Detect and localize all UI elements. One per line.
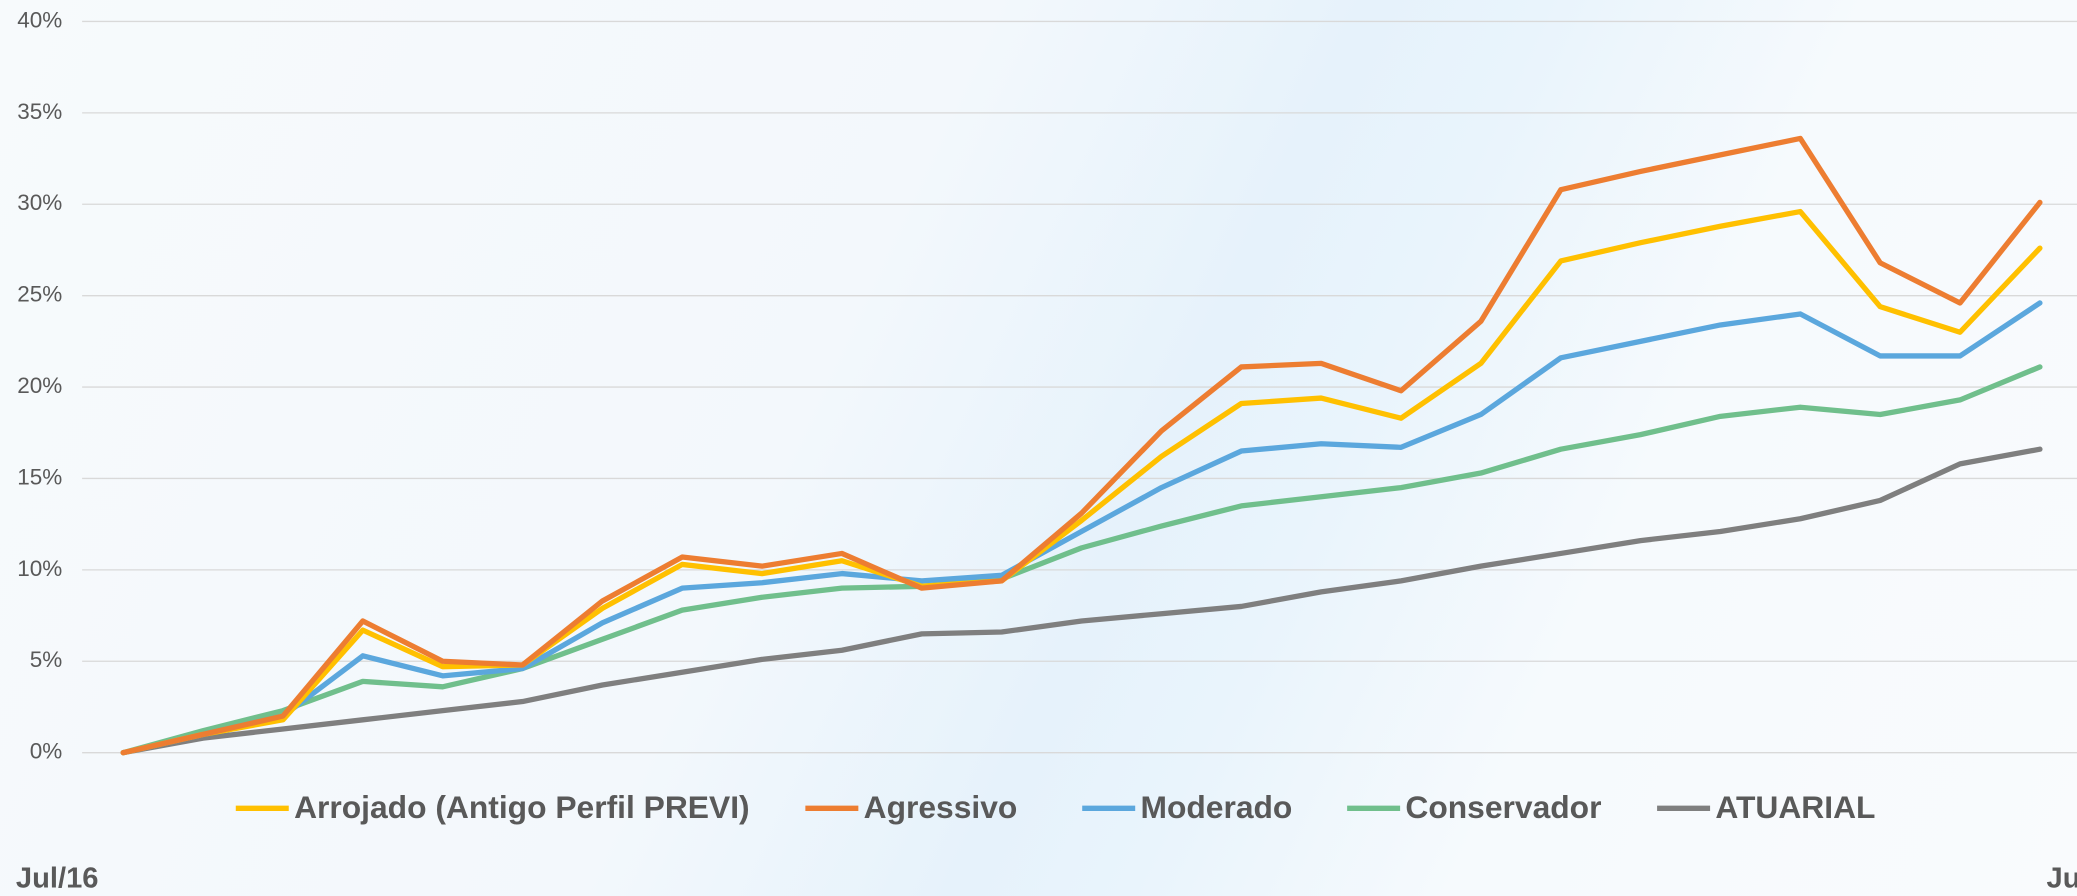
y-tick-label: 0%: [30, 739, 63, 764]
line-series: [120, 446, 2043, 756]
legend-label: Arrojado (Antigo Perfil PREVI): [294, 789, 750, 825]
x-tick-label: Ju: [2047, 863, 2077, 895]
line-series: [120, 135, 2043, 756]
line-series: [120, 208, 2043, 756]
y-tick-label: 15%: [17, 464, 62, 489]
y-tick-label: 35%: [17, 99, 62, 124]
y-tick-label: 5%: [30, 647, 63, 672]
y-tick-label: 10%: [17, 556, 62, 581]
y-tick-label: 30%: [17, 190, 62, 215]
line-series: [120, 364, 2043, 756]
legend-label: Moderado: [1140, 789, 1292, 825]
legend-label: Agressivo: [864, 789, 1018, 825]
legend-label: Conservador: [1405, 789, 1601, 825]
y-tick-label: 20%: [17, 373, 62, 398]
y-tick-label: 40%: [17, 7, 62, 32]
x-tick-label: Jul/16: [16, 863, 99, 895]
line-series: [120, 300, 2043, 756]
legend-label: ATUARIAL: [1715, 789, 1875, 825]
y-tick-label: 25%: [17, 282, 62, 307]
